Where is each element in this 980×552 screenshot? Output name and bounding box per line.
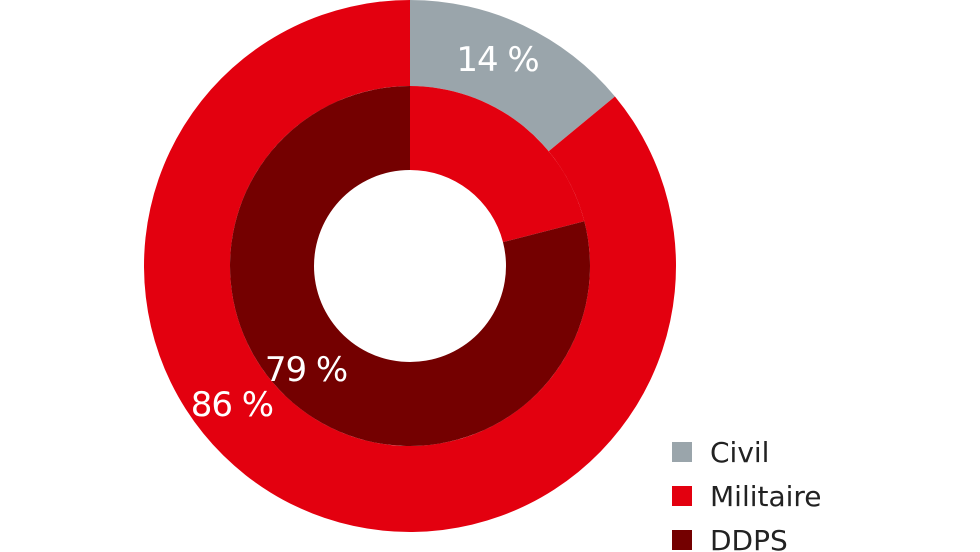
- legend: Civil Militaire DDPS: [672, 430, 822, 552]
- legend-item-civil: Civil: [672, 430, 822, 474]
- legend-label-civil: Civil: [710, 435, 770, 469]
- legend-item-militaire: Militaire: [672, 474, 822, 518]
- outer-label-militaire: 86 %: [191, 385, 273, 425]
- outer-slice-militaire: [144, 0, 676, 532]
- legend-label-militaire: Militaire: [710, 479, 822, 513]
- legend-swatch-civil: [672, 442, 692, 462]
- inner-label-ddps: 79 %: [265, 350, 347, 390]
- legend-swatch-ddps: [672, 530, 692, 550]
- outer-slice-civil: [410, 0, 615, 152]
- inner-slice-ddps: [230, 86, 591, 446]
- outer-label-civil: 14 %: [456, 40, 538, 80]
- labels-layer: 14 % 86 %79 %: [191, 40, 540, 425]
- legend-label-ddps: DDPS: [710, 523, 788, 552]
- rings-layer: [144, 0, 676, 532]
- legend-swatch-militaire: [672, 486, 692, 506]
- inner-slice-militaire: [410, 86, 585, 243]
- legend-item-ddps: DDPS: [672, 518, 822, 552]
